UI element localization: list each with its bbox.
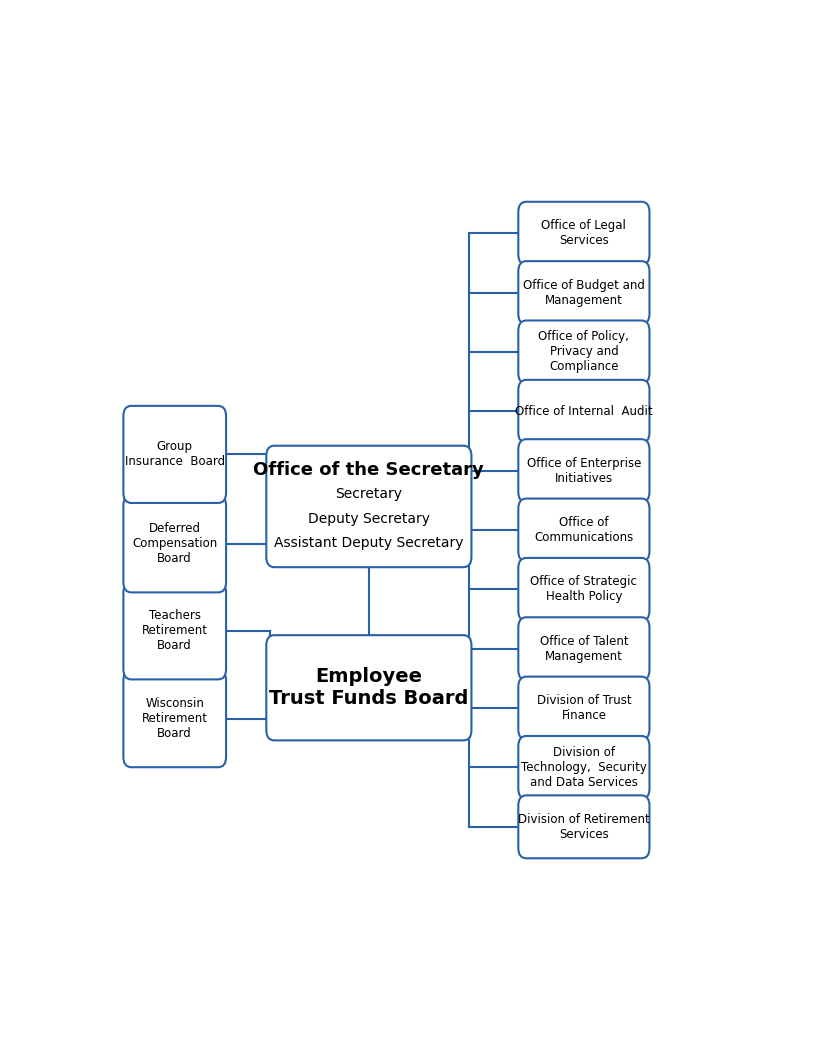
Text: Office of Legal
Services: Office of Legal Services: [542, 220, 627, 247]
Text: Office of Strategic
Health Policy: Office of Strategic Health Policy: [530, 576, 637, 603]
Text: Teachers
Retirement
Board: Teachers Retirement Board: [142, 609, 208, 653]
FancyBboxPatch shape: [518, 320, 650, 383]
Text: Wisconsin
Retirement
Board: Wisconsin Retirement Board: [142, 697, 208, 740]
Text: Assistant Deputy Secretary: Assistant Deputy Secretary: [274, 536, 463, 550]
FancyBboxPatch shape: [518, 380, 650, 442]
Text: Office of the Secretary: Office of the Secretary: [254, 460, 484, 478]
FancyBboxPatch shape: [518, 618, 650, 680]
Text: Division of Trust
Finance: Division of Trust Finance: [537, 694, 632, 722]
Text: Office of Internal  Audit: Office of Internal Audit: [515, 404, 653, 418]
Text: Secretary: Secretary: [335, 487, 402, 502]
FancyBboxPatch shape: [518, 202, 650, 265]
Text: Division of Retirement
Services: Division of Retirement Services: [518, 813, 650, 841]
FancyBboxPatch shape: [518, 677, 650, 739]
FancyBboxPatch shape: [518, 498, 650, 562]
Text: Office of Policy,
Privacy and
Compliance: Office of Policy, Privacy and Compliance: [539, 331, 629, 374]
Text: Employee
Trust Funds Board: Employee Trust Funds Board: [269, 667, 468, 709]
FancyBboxPatch shape: [123, 671, 226, 768]
FancyBboxPatch shape: [123, 582, 226, 679]
Text: Office of Enterprise
Initiatives: Office of Enterprise Initiatives: [526, 456, 641, 485]
Text: Division of
Technology,  Security
and Data Services: Division of Technology, Security and Dat…: [521, 746, 647, 789]
Text: Office of
Communications: Office of Communications: [534, 516, 633, 544]
FancyBboxPatch shape: [518, 261, 650, 324]
FancyBboxPatch shape: [518, 736, 650, 799]
FancyBboxPatch shape: [518, 558, 650, 621]
Text: Group
Insurance  Board: Group Insurance Board: [125, 440, 224, 469]
Text: Office of Budget and
Management: Office of Budget and Management: [523, 279, 645, 306]
Text: Office of Talent
Management: Office of Talent Management: [539, 635, 628, 663]
Text: Deferred
Compensation
Board: Deferred Compensation Board: [132, 523, 217, 565]
FancyBboxPatch shape: [266, 635, 472, 740]
FancyBboxPatch shape: [123, 406, 226, 503]
FancyBboxPatch shape: [123, 495, 226, 592]
FancyBboxPatch shape: [518, 795, 650, 859]
FancyBboxPatch shape: [266, 446, 472, 567]
FancyBboxPatch shape: [518, 439, 650, 503]
Text: Deputy Secretary: Deputy Secretary: [308, 512, 430, 526]
